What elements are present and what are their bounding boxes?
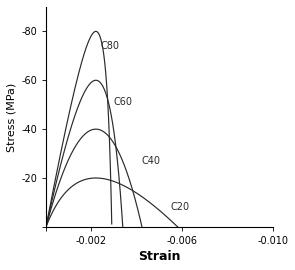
Y-axis label: Stress (MPa): Stress (MPa): [7, 82, 17, 151]
Text: C60: C60: [114, 97, 133, 107]
X-axis label: Strain: Strain: [138, 250, 181, 263]
Text: C80: C80: [100, 41, 119, 51]
Text: C40: C40: [141, 156, 160, 166]
Text: C20: C20: [171, 202, 190, 212]
